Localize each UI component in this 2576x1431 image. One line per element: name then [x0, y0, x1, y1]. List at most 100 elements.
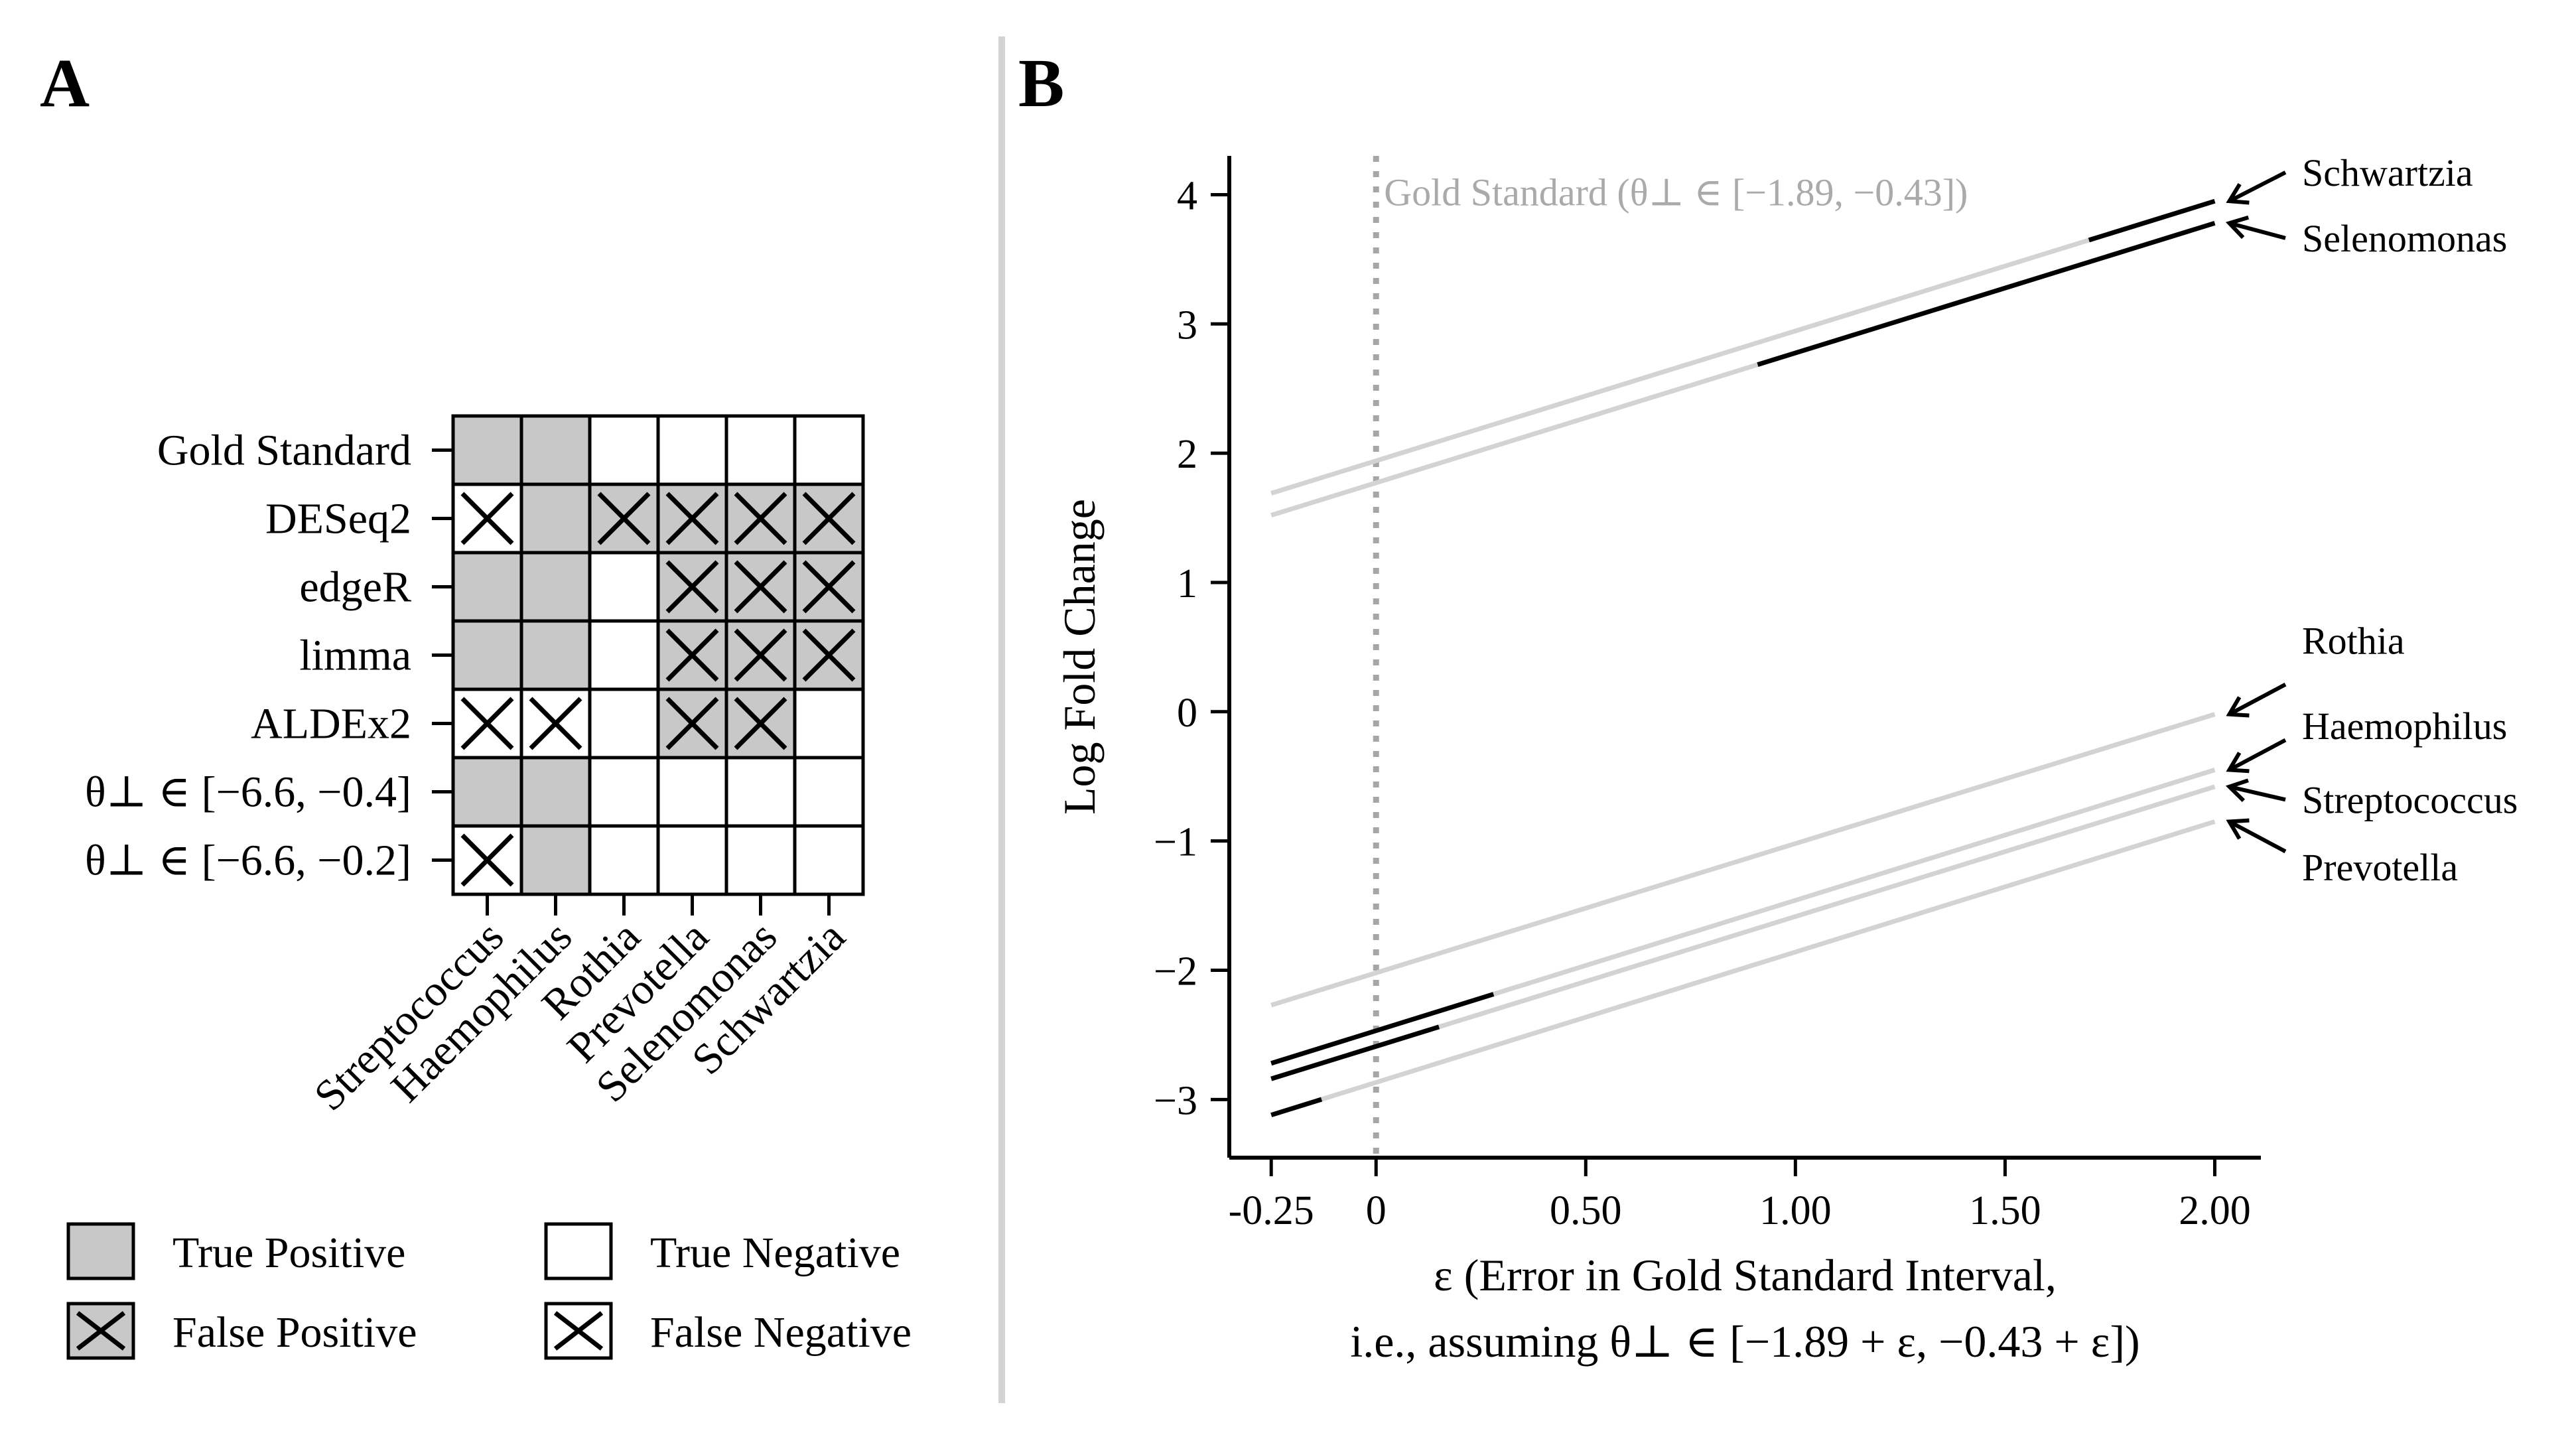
- cell-6-6-0-4-schwartzia: [793, 756, 865, 828]
- series-label-selenomonas: Selenomonas: [2302, 217, 2507, 260]
- series-arrow-selenomonas: [2228, 221, 2286, 240]
- y-tick-label: −2: [1154, 949, 1197, 994]
- cell-limma-schwartzia-cross-b: [802, 628, 856, 682]
- legend-swatch-false-positive-cross-b: [76, 1311, 126, 1351]
- cell-aldex2-streptococcus-cross-b: [460, 697, 514, 750]
- x-axis-ticks: -0.25 0 0.50 1.00 1.50 2.00: [1229, 1158, 2251, 1233]
- x-tick-label: 2.00: [2179, 1188, 2251, 1233]
- gold-standard-annotation: Gold Standard (θ⊥ ∈ [−1.89, −0.43]): [1384, 170, 1968, 214]
- cell-gold-standard-schwartzia: [793, 414, 865, 486]
- legend-swatch-true-positive: [66, 1222, 135, 1280]
- series-arrowhead-rothia: [2226, 696, 2250, 718]
- cell-limma-haemophilus: [519, 619, 592, 691]
- series-arrow-haemophilus: [2228, 738, 2287, 772]
- cell-limma-rothia: [588, 619, 660, 691]
- series-label-streptococcus: Streptococcus: [2302, 778, 2518, 821]
- cell-edger-selenomonas-cross-b: [734, 560, 787, 614]
- legend-swatch-false-negative-cross-b: [553, 1311, 604, 1351]
- series-arrowhead-haemophilus: [2226, 752, 2250, 774]
- x-axis-title-line-2: i.e., assuming θ⊥ ∈ [−1.89 + ε, −0.43 + …: [1350, 1316, 2139, 1367]
- cell-aldex2-selenomonas-cross-b: [734, 697, 787, 750]
- cell-deseq2-prevotella-cross-b: [665, 492, 719, 545]
- series-line-rothia: [1270, 712, 2216, 1008]
- panel-a-label: A: [40, 45, 90, 121]
- legend-label-false-positive: False Positive: [172, 1308, 417, 1357]
- cell-gold-standard-streptococcus: [451, 414, 523, 486]
- series-segment-selenomonas: [1757, 220, 2216, 367]
- cell-aldex2-schwartzia: [793, 687, 865, 760]
- cell-limma-selenomonas-cross-b: [734, 628, 787, 682]
- row-label-gold-standard: Gold Standard: [157, 427, 411, 475]
- log-fold-change-chart: Gold Standard (θ⊥ ∈ [−1.89, −0.43]) −3 −2…: [1054, 151, 2518, 1367]
- series-arrow-prevotella: [2228, 819, 2287, 854]
- row-label-6-6-0-4: θ⊥ ∈ [−6.6, −0.4]: [85, 768, 411, 817]
- cell-6-6-0-2-schwartzia: [793, 824, 865, 896]
- series-label-haemophilus: Haemophilus: [2302, 705, 2507, 748]
- series-label-rothia: Rothia: [2302, 619, 2405, 662]
- cell-6-6-0-2-haemophilus: [519, 824, 592, 896]
- series-arrow-streptococcus: [2228, 784, 2286, 802]
- cell-aldex2-prevotella-cross-b: [665, 697, 719, 750]
- x-tick-label: 0.50: [1550, 1188, 1622, 1233]
- x-axis-title-line-1: ε (Error in Gold Standard Interval,: [1434, 1250, 2057, 1300]
- series-arrow-schwartzia: [2228, 170, 2287, 203]
- cell-aldex2-haemophilus-cross-b: [529, 697, 582, 750]
- cell-deseq2-haemophilus: [519, 482, 592, 555]
- y-tick-label: 4: [1177, 173, 1197, 218]
- y-tick-label: 3: [1177, 303, 1197, 348]
- cell-limma-streptococcus: [451, 619, 523, 691]
- cell-edger-rothia: [588, 551, 660, 623]
- row-label-limma: limma: [299, 632, 411, 680]
- series-lines: [1270, 198, 2216, 1118]
- x-tick-label: 1.00: [1759, 1188, 1832, 1233]
- cell-deseq2-streptococcus-cross-b: [460, 492, 514, 545]
- cell-gold-standard-haemophilus: [519, 414, 592, 486]
- legend-label-true-negative: True Negative: [650, 1229, 900, 1277]
- method-comparison-heatmap: Gold Standard DESeq2 edgeR limma ALDEx2 θ⊥ ∈ …: [85, 414, 865, 1120]
- y-tick-label: −3: [1154, 1078, 1197, 1123]
- row-label-deseq2: DESeq2: [265, 495, 411, 543]
- series-segment-schwartzia: [2088, 198, 2216, 243]
- cell-gold-standard-prevotella: [656, 414, 728, 486]
- cell-deseq2-rothia-cross-b: [597, 492, 651, 545]
- y-axis-title: Log Fold Change: [1054, 499, 1105, 815]
- x-tick-label: 1.50: [1969, 1188, 2041, 1233]
- y-tick-label: 0: [1177, 691, 1197, 736]
- x-tick-label: -0.25: [1229, 1188, 1314, 1233]
- cell-edger-schwartzia-cross-b: [802, 560, 856, 614]
- y-tick-label: −1: [1154, 820, 1197, 865]
- cell-deseq2-selenomonas-cross-b: [734, 492, 787, 545]
- cell-edger-prevotella-cross-b: [665, 560, 719, 614]
- series-segment-haemophilus: [1270, 992, 1495, 1066]
- cell-6-6-0-4-selenomonas: [724, 756, 797, 828]
- cell-6-6-0-2-selenomonas: [724, 824, 797, 896]
- series-labels: Schwartzia Selenomonas Rothia Haemophilus St…: [2225, 151, 2518, 889]
- series-arrowhead-selenomonas: [2225, 215, 2250, 239]
- series-segment-prevotella: [1270, 1097, 1323, 1118]
- cell-6-6-0-2-streptococcus-cross-b: [460, 833, 514, 887]
- cell-6-6-0-4-streptococcus: [451, 756, 523, 828]
- heatmap-legend: True Positive True Negative False Positi…: [66, 1222, 912, 1360]
- series-arrow-rothia: [2228, 683, 2287, 716]
- legend-label-false-negative: False Negative: [650, 1308, 912, 1357]
- series-label-prevotella: Prevotella: [2302, 846, 2458, 889]
- cell-edger-haemophilus: [519, 551, 592, 623]
- cell-6-6-0-2-prevotella: [656, 824, 728, 896]
- series-line-prevotella: [1270, 819, 2216, 1118]
- legend-label-true-positive: True Positive: [172, 1229, 405, 1277]
- row-label-6-6-0-2: θ⊥ ∈ [−6.6, −0.2]: [85, 837, 411, 885]
- series-line-schwartzia: [1270, 198, 2216, 496]
- cell-edger-streptococcus: [451, 551, 523, 623]
- cell-6-6-0-4-haemophilus: [519, 756, 592, 828]
- y-axis-ticks: −3 −2 −1 0 1 2 3 4: [1154, 173, 1229, 1123]
- series-arrowhead-prevotella: [2226, 818, 2250, 840]
- series-arrowhead-streptococcus: [2225, 778, 2249, 802]
- cell-limma-prevotella-cross-b: [665, 628, 719, 682]
- cell-6-6-0-4-prevotella: [656, 756, 728, 828]
- row-label-edger: edgeR: [299, 563, 411, 612]
- series-arrowhead-schwartzia: [2226, 183, 2250, 205]
- cell-6-6-0-4-rothia: [588, 756, 660, 828]
- cell-6-6-0-2-rothia: [588, 824, 660, 896]
- series-segment-streptococcus: [1270, 1024, 1440, 1081]
